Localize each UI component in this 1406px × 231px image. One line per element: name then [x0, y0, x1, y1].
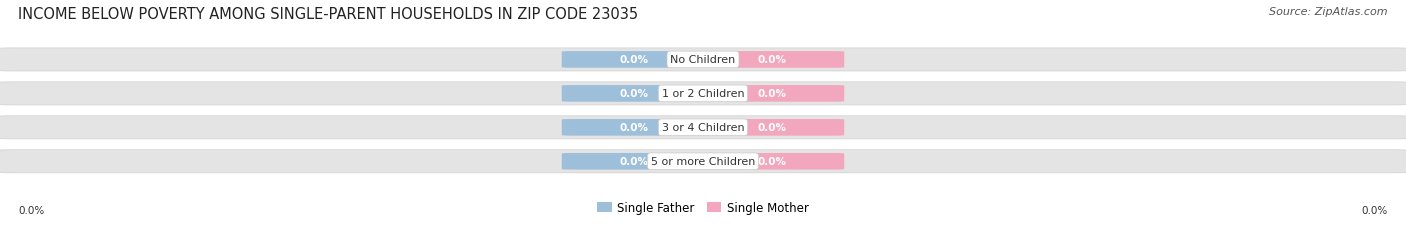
Text: 3 or 4 Children: 3 or 4 Children — [662, 123, 744, 133]
Text: 0.0%: 0.0% — [758, 89, 786, 99]
Text: No Children: No Children — [671, 55, 735, 65]
FancyBboxPatch shape — [700, 119, 844, 136]
Text: 0.0%: 0.0% — [758, 55, 786, 65]
Text: 0.0%: 0.0% — [18, 205, 45, 215]
Text: 0.0%: 0.0% — [1361, 205, 1388, 215]
Text: 0.0%: 0.0% — [620, 157, 648, 167]
FancyBboxPatch shape — [0, 116, 1406, 139]
FancyBboxPatch shape — [0, 82, 1406, 106]
FancyBboxPatch shape — [0, 150, 1406, 173]
Text: 0.0%: 0.0% — [758, 123, 786, 133]
FancyBboxPatch shape — [562, 52, 706, 68]
FancyBboxPatch shape — [562, 119, 706, 136]
Text: 1 or 2 Children: 1 or 2 Children — [662, 89, 744, 99]
Text: 5 or more Children: 5 or more Children — [651, 157, 755, 167]
Text: INCOME BELOW POVERTY AMONG SINGLE-PARENT HOUSEHOLDS IN ZIP CODE 23035: INCOME BELOW POVERTY AMONG SINGLE-PARENT… — [18, 7, 638, 22]
FancyBboxPatch shape — [700, 153, 844, 170]
Text: 0.0%: 0.0% — [620, 55, 648, 65]
FancyBboxPatch shape — [562, 86, 706, 102]
FancyBboxPatch shape — [562, 153, 706, 170]
Text: 0.0%: 0.0% — [620, 123, 648, 133]
Legend: Single Father, Single Mother: Single Father, Single Mother — [593, 196, 813, 219]
Text: 0.0%: 0.0% — [758, 157, 786, 167]
FancyBboxPatch shape — [0, 49, 1406, 72]
Text: 0.0%: 0.0% — [620, 89, 648, 99]
FancyBboxPatch shape — [700, 86, 844, 102]
FancyBboxPatch shape — [700, 52, 844, 68]
Text: Source: ZipAtlas.com: Source: ZipAtlas.com — [1270, 7, 1388, 17]
